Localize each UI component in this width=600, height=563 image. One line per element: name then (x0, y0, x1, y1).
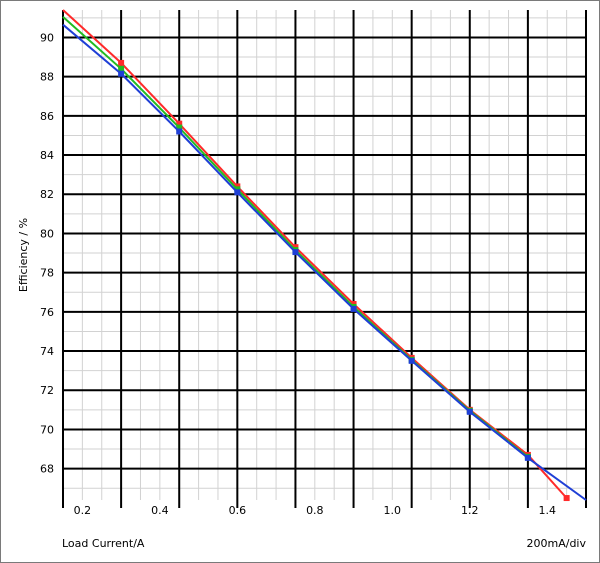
series-3-point (234, 189, 241, 196)
x-axis-label: Load Current/A (62, 537, 145, 550)
series-1-point (563, 495, 570, 502)
series-3-point (350, 305, 357, 312)
series-3-point (466, 408, 473, 415)
y-tick-labels: 68 70 72 74 76 78 80 82 84 86 88 90 (40, 31, 54, 475)
series-layer (62, 9, 587, 502)
y-tick-label: 78 (40, 267, 54, 280)
y-tick-label: 72 (40, 384, 54, 397)
x-tick-label: 1.2 (461, 504, 479, 517)
series-2-point (176, 124, 183, 131)
y-tick-label: 82 (40, 188, 54, 201)
major-grid (62, 10, 587, 508)
series-1-point (118, 59, 125, 66)
x-tick-label: 1.0 (384, 504, 402, 517)
y-tick-label: 86 (40, 110, 54, 123)
y-tick-label: 76 (40, 306, 54, 319)
y-tick-label: 70 (40, 423, 54, 436)
y-tick-label: 80 (40, 227, 54, 240)
x-tick-label: 0.4 (151, 504, 169, 517)
x-scale-note: 200mA/div (527, 537, 587, 550)
x-tick-label: 0.8 (306, 504, 324, 517)
y-tick-label: 88 (40, 71, 54, 84)
series-2-point (118, 65, 125, 72)
y-tick-label: 68 (40, 463, 54, 476)
y-tick-label: 90 (40, 31, 54, 44)
series-3-point (408, 357, 415, 364)
x-tick-label: 0.6 (229, 504, 247, 517)
x-tick-label: 0.2 (74, 504, 92, 517)
series-line-1 (62, 9, 568, 499)
series-1-point (176, 120, 183, 127)
series-3-point (524, 454, 531, 461)
y-axis-label: Efficiency / % (17, 218, 30, 292)
y-tick-label: 74 (40, 345, 54, 358)
series-3-point (118, 70, 125, 77)
series-3-point (292, 249, 299, 256)
series-3-point (176, 128, 183, 135)
series-line-3 (62, 23, 587, 501)
x-tick-label: 1.4 (539, 504, 557, 517)
x-tick-labels: 0.2 0.4 0.6 0.8 1.0 1.2 1.4 (74, 504, 556, 517)
y-tick-label: 84 (40, 149, 54, 162)
